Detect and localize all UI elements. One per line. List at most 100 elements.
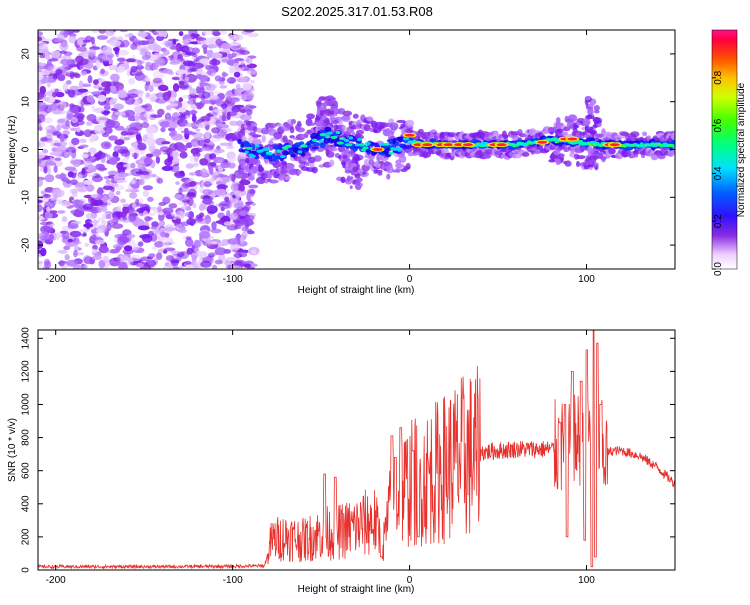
noise-blob <box>231 52 237 58</box>
noise-blob <box>77 38 84 46</box>
noise-blob <box>38 217 46 221</box>
noise-blob <box>50 50 61 59</box>
noise-blob <box>89 136 95 143</box>
noise-blob <box>120 198 126 204</box>
trace-plume-blob <box>281 161 287 166</box>
noise-blob <box>126 234 136 239</box>
noise-blob <box>78 229 90 233</box>
noise-blob <box>216 242 229 247</box>
noise-blob <box>200 260 212 268</box>
noise-blob <box>57 74 66 82</box>
noise-blob <box>104 86 111 95</box>
heatmap-y-axis-label: Frequency (Hz) <box>7 116 18 185</box>
trace-halo-blob <box>500 149 509 153</box>
colorbar-tick-label: 0.8 <box>713 70 724 84</box>
noise-blob <box>178 187 183 195</box>
trace-plume-blob <box>248 174 255 181</box>
noise-blob <box>233 34 244 41</box>
trace-halo-blob <box>284 176 291 180</box>
noise-blob <box>180 205 188 210</box>
noise-blob <box>38 140 46 148</box>
noise-blob <box>114 111 125 116</box>
trace-band-blob <box>335 130 341 135</box>
noise-blob <box>78 80 84 89</box>
noise-blob <box>180 171 185 177</box>
noise-blob <box>38 260 44 264</box>
noise-blob <box>220 162 231 169</box>
trace-band-blob <box>358 143 365 147</box>
noise-blob <box>148 85 154 92</box>
noise-blob <box>76 46 87 52</box>
trace-halo-blob <box>670 133 675 141</box>
trace-halo-blob <box>642 131 648 137</box>
trace-halo-blob <box>352 113 359 119</box>
noise-blob <box>86 121 93 126</box>
trace-plume-blob <box>354 172 361 179</box>
noise-blob <box>200 168 208 177</box>
noise-blob <box>85 221 91 230</box>
trace-halo-blob <box>633 153 639 158</box>
noise-blob <box>45 160 54 164</box>
noise-blob <box>248 105 257 109</box>
noise-blob <box>214 75 222 82</box>
noise-blob <box>119 30 129 33</box>
noise-blob <box>103 104 111 111</box>
trace-plume-blob <box>258 164 263 169</box>
trace-band-blob <box>362 146 369 150</box>
noise-blob <box>38 31 43 37</box>
noise-blob <box>107 170 118 176</box>
noise-blob <box>131 152 140 158</box>
trace-plume-blob <box>549 131 554 135</box>
noise-blob <box>152 246 157 251</box>
noise-blob <box>185 264 194 269</box>
trace-halo-blob <box>377 172 383 176</box>
noise-blob <box>92 233 97 241</box>
noise-blob <box>187 94 199 98</box>
noise-blob <box>112 151 119 158</box>
noise-blob <box>221 58 229 63</box>
noise-blob <box>183 202 188 207</box>
noise-blob <box>49 103 58 111</box>
noise-blob <box>221 114 227 122</box>
noise-blob <box>38 114 46 123</box>
trace-plume-blob <box>586 110 595 115</box>
noise-blob <box>93 84 101 89</box>
noise-blob <box>215 220 224 224</box>
trace-band-blob <box>364 142 371 146</box>
noise-blob <box>210 228 222 234</box>
noise-blob <box>52 91 57 98</box>
noise-blob <box>156 32 167 37</box>
noise-blob <box>88 48 97 58</box>
noise-blob <box>148 253 156 258</box>
noise-blob <box>102 185 114 190</box>
noise-blob <box>95 239 105 245</box>
trace-halo-blob <box>341 115 351 122</box>
noise-blob <box>146 35 153 40</box>
noise-blob <box>209 193 216 198</box>
trace-halo-blob <box>250 122 258 128</box>
noise-blob <box>108 64 117 71</box>
noise-blob <box>236 76 248 83</box>
noise-blob <box>126 69 131 77</box>
noise-blob <box>59 133 65 143</box>
trace-band-blob <box>245 146 253 150</box>
noise-blob <box>215 38 223 46</box>
trace-core-blob <box>254 155 260 160</box>
trace-band-blob <box>397 148 402 152</box>
noise-blob <box>226 111 231 120</box>
noise-blob <box>159 146 170 153</box>
noise-blob <box>228 97 241 103</box>
trace-plume-blob <box>244 158 250 164</box>
noise-blob <box>228 34 236 41</box>
noise-blob <box>44 63 55 71</box>
noise-blob <box>195 102 203 107</box>
noise-blob <box>153 44 162 53</box>
noise-blob <box>164 224 175 232</box>
trace-halo-blob <box>296 169 302 175</box>
trace-plume-blob <box>342 154 348 159</box>
noise-blob <box>152 77 163 84</box>
heatmap-y-tick-label: -10 <box>21 190 32 205</box>
noise-blob <box>251 249 257 255</box>
trace-halo-blob <box>576 155 586 160</box>
